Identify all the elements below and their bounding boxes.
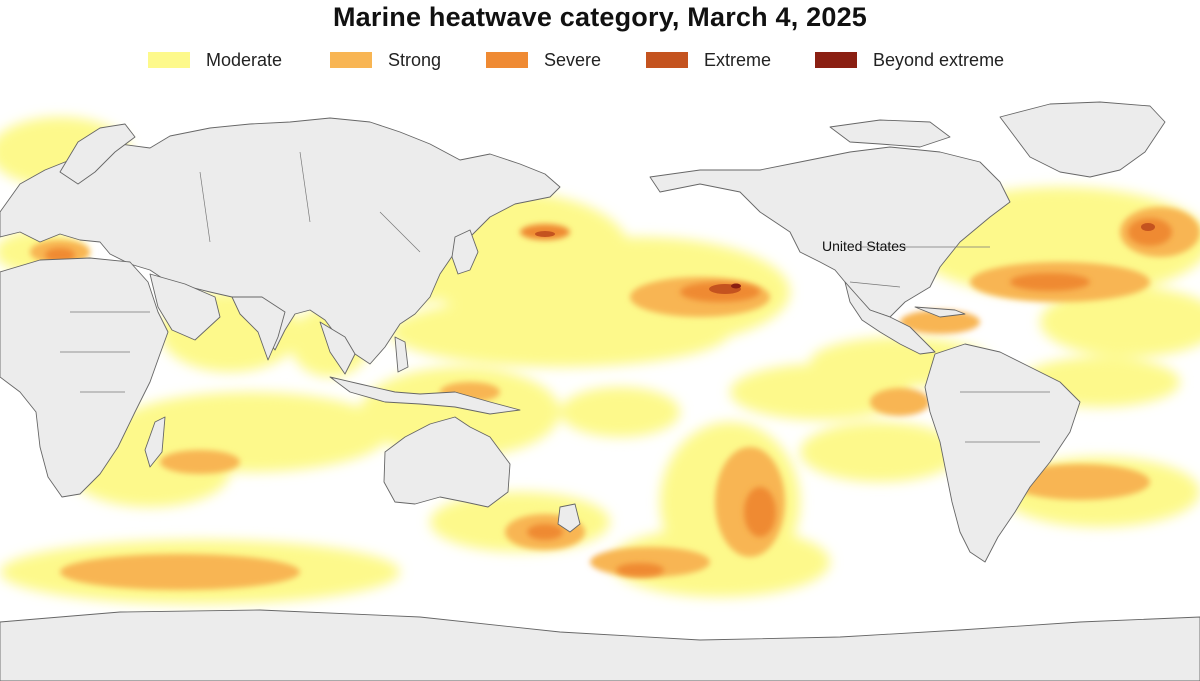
- world-map[interactable]: United States: [0, 92, 1200, 681]
- legend-item-moderate: Moderate: [148, 48, 282, 72]
- world-map-canvas: United States: [0, 92, 1200, 681]
- land-japan: [451, 229, 479, 275]
- land-central-america: [844, 281, 936, 355]
- land-indonesia: [329, 376, 521, 415]
- land-north-america: [649, 146, 1011, 318]
- legend-item-severe: Severe: [486, 48, 601, 72]
- land-south-america: [924, 343, 1081, 563]
- heatwave-beyond-extreme-layer: [731, 283, 741, 289]
- legend-item-extreme: Extreme: [646, 48, 771, 72]
- land-masses: [0, 101, 1200, 681]
- land-india: [231, 296, 286, 361]
- land-caribbean: [914, 306, 966, 318]
- legend-swatch-moderate: [148, 52, 190, 68]
- land-antarctica: [0, 609, 1200, 681]
- land-eurasia: [0, 117, 561, 365]
- legend-label-extreme: Extreme: [704, 49, 772, 70]
- legend-swatch-beyond-extreme: [815, 52, 857, 68]
- legend-item-strong: Strong: [330, 48, 441, 72]
- land-philippines: [394, 336, 409, 373]
- land-new-zealand: [557, 503, 581, 533]
- country-borders: [60, 151, 1050, 443]
- legend-label-severe: Severe: [544, 49, 602, 70]
- label-united-states: United States: [822, 238, 906, 254]
- land-scandinavia: [59, 123, 136, 185]
- land-arabia: [149, 273, 221, 341]
- legend-label-moderate: Moderate: [206, 49, 283, 70]
- land-arctic-islands: [829, 119, 951, 148]
- land-madagascar: [144, 416, 166, 468]
- land-australia: [383, 416, 511, 508]
- legend: Moderate Strong Severe Extreme Beyond ex…: [0, 48, 1200, 74]
- land-greenland: [999, 101, 1166, 178]
- legend-swatch-extreme: [646, 52, 688, 68]
- legend-label-beyond-extreme: Beyond extreme: [873, 49, 1005, 70]
- legend-item-beyond-extreme: Beyond extreme: [815, 48, 1004, 72]
- land-africa: [0, 257, 169, 498]
- legend-swatch-strong: [330, 52, 372, 68]
- legend-swatch-severe: [486, 52, 528, 68]
- land-se-asia: [319, 321, 356, 375]
- legend-label-strong: Strong: [388, 49, 442, 70]
- map-title: Marine heatwave category, March 4, 2025: [332, 2, 868, 32]
